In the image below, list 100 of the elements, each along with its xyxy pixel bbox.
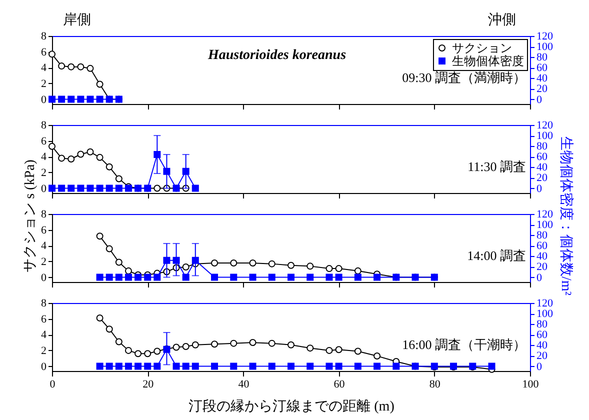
point bbox=[77, 150, 84, 158]
y2-tick-label: 60 bbox=[536, 329, 548, 342]
y2-tick-label: 0 bbox=[536, 94, 542, 106]
legend-label: サクション bbox=[452, 41, 512, 55]
point bbox=[86, 184, 94, 192]
y2-tick-label: 0 bbox=[536, 360, 542, 373]
point bbox=[58, 154, 66, 162]
y-tick-label: 6 bbox=[41, 313, 47, 326]
point bbox=[211, 340, 218, 348]
y2-tick-label: 80 bbox=[536, 140, 548, 153]
y2-tick-label: 60 bbox=[536, 62, 548, 74]
point bbox=[106, 326, 113, 333]
y-tick-label: 6 bbox=[41, 224, 47, 236]
y2-tick-label: 100 bbox=[536, 41, 554, 54]
y-tick-label: 4 bbox=[41, 240, 47, 252]
y2-tick-label: 20 bbox=[536, 350, 548, 362]
y2-tick-label: 120 bbox=[536, 120, 554, 132]
point bbox=[106, 245, 113, 252]
y-tick-label: 2 bbox=[41, 256, 46, 268]
point bbox=[115, 175, 122, 182]
y-tick-label: 4 bbox=[41, 151, 47, 164]
x-tick-label: 20 bbox=[142, 378, 154, 390]
point bbox=[306, 262, 314, 270]
y-tick-label: 2 bbox=[41, 78, 46, 90]
point bbox=[86, 148, 94, 156]
point bbox=[115, 338, 122, 346]
y2-tick-label: 60 bbox=[536, 151, 548, 164]
y-tick-label: 6 bbox=[41, 46, 47, 58]
point bbox=[326, 265, 333, 272]
point bbox=[335, 346, 342, 354]
y2-tick-label: 120 bbox=[536, 208, 554, 220]
y2-tick-label: 40 bbox=[536, 162, 548, 174]
x-tick-label: 0 bbox=[50, 378, 56, 390]
point bbox=[172, 344, 180, 351]
point bbox=[106, 163, 113, 170]
point bbox=[124, 346, 132, 354]
y2-tick-label: 120 bbox=[536, 30, 554, 42]
text: 沖側 bbox=[488, 12, 516, 28]
point bbox=[96, 154, 104, 161]
point bbox=[192, 184, 199, 192]
text: Haustorioides koreanus bbox=[206, 48, 347, 63]
y2-tick-label: 100 bbox=[536, 308, 554, 320]
point bbox=[288, 341, 294, 348]
y-tick-label: 0 bbox=[41, 94, 47, 106]
point bbox=[86, 64, 94, 72]
point bbox=[106, 184, 113, 192]
y2-tick-label: 40 bbox=[536, 72, 548, 85]
point bbox=[96, 80, 104, 88]
point bbox=[144, 350, 152, 358]
y-tick-label: 2 bbox=[41, 166, 46, 179]
y2-tick-label: 20 bbox=[536, 172, 548, 184]
x-tick-label: 40 bbox=[238, 378, 250, 390]
x-tick-label: 80 bbox=[429, 378, 441, 390]
point bbox=[192, 341, 199, 348]
point bbox=[77, 63, 84, 70]
y-axis-title: サクション s (kPa) bbox=[23, 159, 38, 272]
point bbox=[163, 168, 170, 175]
y-tick-label: 0 bbox=[41, 360, 47, 373]
y2-tick-label: 40 bbox=[536, 250, 548, 263]
y-tick-label: 0 bbox=[41, 272, 47, 284]
annotation: 14:00 調査 bbox=[467, 248, 526, 263]
annotation: 16:00 調査（干潮時） bbox=[402, 337, 526, 352]
point bbox=[77, 184, 84, 192]
point bbox=[96, 232, 104, 240]
point bbox=[115, 258, 122, 266]
point bbox=[154, 151, 161, 158]
point bbox=[68, 63, 75, 70]
y2-tick-label: 120 bbox=[536, 298, 554, 310]
x-tick-label: 60 bbox=[334, 378, 346, 390]
point bbox=[68, 156, 75, 162]
y-tick-label: 6 bbox=[41, 135, 47, 148]
point bbox=[268, 260, 276, 268]
y-tick-label: 8 bbox=[41, 298, 47, 310]
annotation: 11:30 調査 bbox=[468, 159, 526, 174]
y-tick-label: 4 bbox=[41, 329, 47, 342]
y2-tick-label: 80 bbox=[536, 318, 548, 331]
point bbox=[354, 267, 362, 274]
y-tick-label: 8 bbox=[41, 30, 47, 42]
point bbox=[335, 265, 342, 272]
point bbox=[96, 314, 104, 322]
point bbox=[182, 342, 190, 350]
annotation: 09:30 調査（満潮時） bbox=[402, 70, 526, 85]
y-tick-label: 2 bbox=[41, 344, 46, 357]
point bbox=[288, 262, 294, 269]
y2-tick-label: 100 bbox=[536, 219, 554, 232]
y2-axis-title: 生物個体密度：個体数/m² bbox=[558, 136, 574, 296]
x-tick-label: 100 bbox=[522, 378, 540, 390]
point bbox=[58, 62, 66, 70]
y-tick-label: 0 bbox=[41, 182, 47, 195]
point bbox=[182, 263, 190, 270]
y2-tick-label: 60 bbox=[536, 240, 548, 252]
y2-tick-label: 0 bbox=[536, 272, 542, 284]
point bbox=[154, 348, 161, 355]
y2-tick-label: 80 bbox=[536, 52, 548, 64]
text: 岸側 bbox=[63, 12, 91, 28]
point bbox=[249, 260, 256, 267]
y2-tick-label: 0 bbox=[536, 182, 542, 195]
point bbox=[154, 184, 161, 192]
point bbox=[115, 184, 122, 192]
point bbox=[230, 260, 238, 267]
